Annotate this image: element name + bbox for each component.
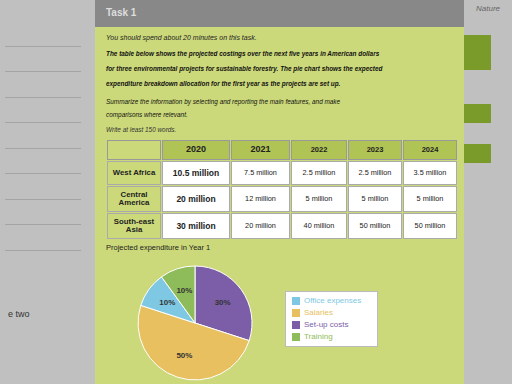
html-text:Task 1: Task 1 [106, 7, 137, 18]
html-text:Office expenses: Office expenses [304, 296, 362, 305]
html-text:Training: Training [304, 332, 333, 341]
html-text:5 million: 5 million [416, 194, 444, 204]
html-text:40 million: 40 million [303, 221, 335, 231]
html-text:5 million: 5 million [361, 194, 389, 204]
html-text:Projected expenditure in Year: Projected expenditure in Year 1 [106, 243, 211, 252]
html-text:e two: e two [8, 309, 30, 319]
html-text:2022: 2022 [310, 145, 328, 155]
html-text:2024: 2024 [421, 145, 439, 155]
html-text:10.5 million: 10.5 million [172, 167, 220, 178]
html-text:Salaries: Salaries [304, 308, 333, 317]
html-text:2020: 2020 [186, 144, 206, 155]
svg-text:30%: 30% [215, 298, 231, 307]
html-text:expenditure breakdown allocati: expenditure breakdown allocation for the… [106, 80, 341, 87]
html-text:South-east Asia: South-east Asia [113, 216, 155, 234]
html-text:comparisons where relevant.: comparisons where relevant. [106, 111, 188, 118]
html-text:3.5 million: 3.5 million [413, 168, 447, 178]
html-text:West Africa: West Africa [112, 167, 156, 177]
svg-text:50%: 50% [176, 351, 192, 360]
html-text:20 million: 20 million [176, 193, 216, 204]
html-text:Nature: Nature [476, 4, 500, 13]
html-text:The table below shows the proj: The table below shows the projected cost… [106, 50, 380, 57]
html-text:Central America: Central America [118, 189, 150, 207]
html-text:5 million: 5 million [305, 194, 333, 204]
html-text:2023: 2023 [366, 145, 384, 155]
html-text:Summarize the information by s: Summarize the information by selecting a… [106, 98, 341, 105]
html-text:7.5 million: 7.5 million [244, 168, 277, 178]
html-text:Set-up costs: Set-up costs [304, 320, 349, 329]
html-text:50 million: 50 million [359, 221, 391, 231]
html-text:30 million: 30 million [176, 220, 216, 231]
svg-text:10%: 10% [159, 298, 175, 307]
html-text:Write at least 150 words.: Write at least 150 words. [106, 126, 177, 133]
html-text:20 million: 20 million [245, 221, 276, 231]
html-text:50 million: 50 million [414, 221, 446, 231]
html-text:12 million: 12 million [245, 194, 276, 204]
html-text:for three environmental projec: for three environmental projects for sus… [106, 65, 383, 72]
svg-text:10%: 10% [176, 286, 192, 295]
html-text:2.5 million: 2.5 million [358, 168, 392, 178]
html-text:2021: 2021 [250, 144, 271, 155]
html-text:2.5 million: 2.5 million [302, 168, 336, 178]
html-text:You should spend about 20 minu: You should spend about 20 minutes on thi… [106, 34, 257, 41]
